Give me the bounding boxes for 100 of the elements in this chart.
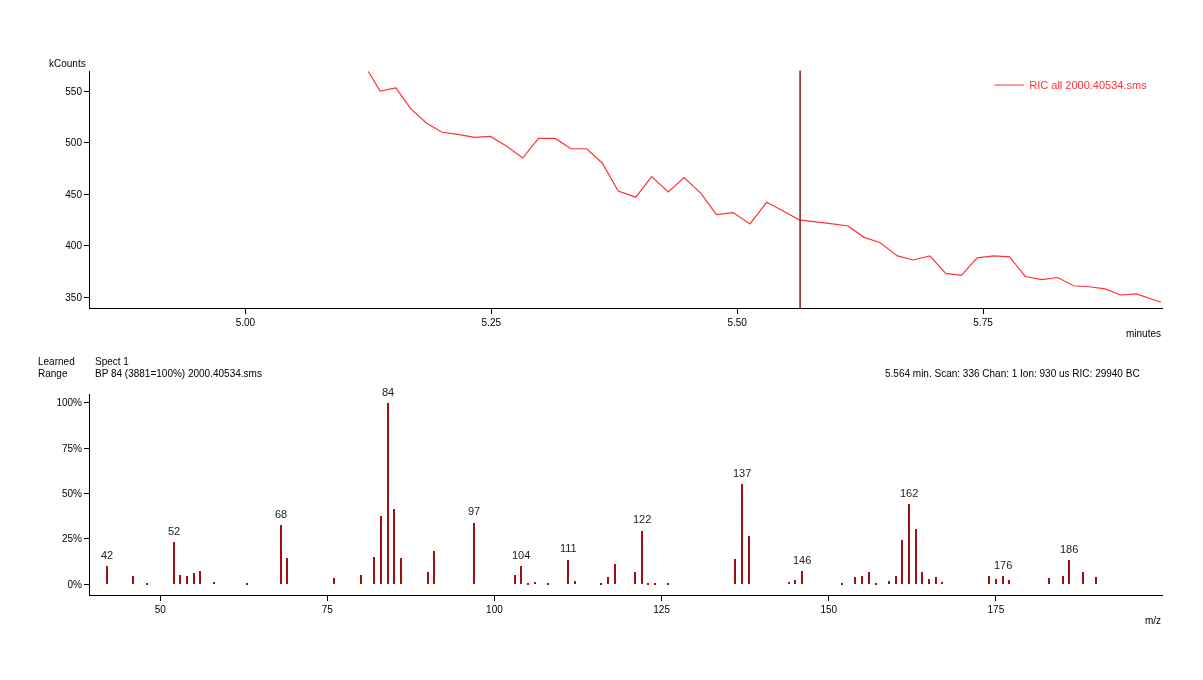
y-tick-label: 100%	[56, 397, 83, 409]
bar	[915, 528, 917, 584]
bar	[901, 539, 903, 584]
annotation: 162	[900, 487, 919, 499]
bar	[427, 571, 429, 584]
y-tick-label: 75%	[61, 442, 83, 454]
bar	[1002, 575, 1004, 584]
x-tick-label: 150	[820, 604, 838, 616]
bar	[935, 576, 937, 584]
bar	[908, 503, 910, 584]
y-tick-label: 450	[65, 188, 83, 200]
y-tick-label: 25%	[61, 533, 83, 545]
y-tick-label: 400	[65, 240, 83, 252]
legend-label: RIC all 2000.40534.sms	[1029, 79, 1148, 92]
bar	[520, 565, 522, 584]
line-series	[367, 70, 1162, 303]
bar	[614, 563, 616, 584]
bar	[433, 550, 435, 584]
annotation: 176	[994, 559, 1013, 571]
bar	[741, 483, 743, 584]
bar	[1062, 575, 1064, 584]
annotation: 122	[633, 513, 652, 525]
bar	[186, 575, 188, 584]
annotation: 137	[733, 467, 752, 479]
bar	[861, 575, 863, 584]
bar	[387, 402, 389, 584]
x-tick-label: 5.50	[727, 317, 748, 329]
bar	[333, 577, 335, 584]
bar	[854, 576, 856, 584]
bar	[1082, 571, 1084, 584]
annotation: 68	[275, 508, 288, 520]
bar	[1008, 579, 1010, 584]
x-tick-label: 125	[653, 604, 671, 616]
bar	[801, 570, 803, 584]
x-tick-label: 75	[321, 604, 334, 616]
annotation: 97	[468, 505, 481, 517]
bar	[1068, 559, 1070, 584]
bar	[286, 557, 288, 584]
bar	[647, 582, 649, 585]
bar	[567, 559, 569, 584]
y-tick-label: 500	[65, 137, 83, 149]
bar	[373, 556, 375, 584]
x-tick-label: 175	[987, 604, 1005, 616]
y-tick-label: 350	[65, 291, 83, 303]
x-tick-label: 5.75	[973, 317, 994, 329]
bar	[607, 576, 609, 584]
bar	[534, 581, 536, 584]
text: Range	[38, 368, 68, 379]
annotation: 186	[1060, 543, 1079, 555]
bar	[868, 571, 870, 584]
bar	[132, 575, 134, 584]
bar	[280, 524, 282, 584]
bar	[393, 508, 395, 584]
x-tick-label: 5.00	[235, 317, 256, 329]
y-tick-label: 0%	[67, 578, 83, 590]
bar	[1048, 577, 1050, 584]
text: BP 84 (3881=100%) 2000.40534.sms	[95, 368, 262, 379]
annotation: 84	[382, 386, 395, 398]
bar	[527, 582, 529, 585]
bar	[400, 557, 402, 584]
x-axis-title: m/z	[1145, 615, 1162, 626]
bar	[841, 582, 843, 585]
text: 5.564 min. Scan: 336 Chan: 1 Ion: 930 us RIC: 29940 BC	[885, 368, 1140, 379]
bar	[380, 515, 382, 584]
bar	[193, 572, 195, 584]
bar	[213, 581, 215, 584]
bar	[146, 582, 148, 585]
bar	[634, 571, 636, 584]
annotation: 104	[512, 549, 531, 561]
bar	[600, 582, 602, 585]
text: Spect 1	[95, 356, 130, 367]
bar	[788, 581, 790, 584]
y-axis-title: kCounts	[49, 58, 86, 69]
bar	[875, 582, 877, 585]
annotation: 111	[560, 542, 577, 554]
bar	[179, 574, 181, 584]
annotation: 42	[101, 549, 114, 561]
bar	[988, 575, 990, 584]
bar	[921, 571, 923, 584]
bar	[360, 574, 362, 584]
bar	[941, 581, 943, 584]
bar	[895, 575, 897, 584]
x-tick-label: 100	[486, 604, 504, 616]
bar	[1095, 576, 1097, 584]
bar	[794, 579, 796, 584]
bar	[547, 582, 549, 585]
bar	[106, 565, 108, 584]
bar	[173, 541, 175, 584]
y-tick-label: 50%	[61, 488, 83, 500]
bar	[667, 582, 669, 585]
x-axis-title: minutes	[1126, 328, 1162, 339]
x-tick-label: 50	[154, 604, 167, 616]
bar	[995, 578, 997, 584]
text: Learned	[38, 356, 75, 367]
bar	[574, 580, 576, 584]
bar	[654, 582, 656, 585]
bar	[888, 580, 890, 584]
x-tick-label: 5.25	[481, 317, 502, 329]
bar	[246, 582, 248, 585]
bar	[473, 522, 475, 584]
